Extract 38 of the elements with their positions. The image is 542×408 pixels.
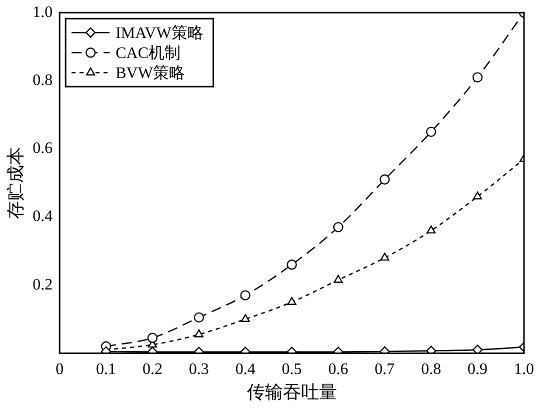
point (380, 174, 390, 185)
x-tick-label: 0 (56, 361, 64, 378)
y-tick-label: 0.4 (32, 208, 53, 226)
point (194, 312, 204, 323)
point (194, 329, 204, 338)
x-tick-label: 0.4 (235, 361, 256, 378)
x-tick-label: 0.3 (188, 361, 209, 378)
x-tick-label: 0.8 (421, 361, 442, 378)
y-tick-label: 1.0 (32, 4, 53, 21)
point (334, 274, 343, 283)
x-tick-label: 0.7 (374, 361, 395, 378)
point (472, 344, 483, 354)
legend-label: CAC机制 (116, 44, 181, 62)
x-tick-label: 1.0 (514, 361, 534, 378)
point (240, 314, 250, 322)
x-tick-label: 0.5 (282, 361, 302, 378)
x-axis-title: 传输吞吐量 (246, 382, 337, 402)
point (147, 332, 158, 343)
x-tick-label: 0.2 (142, 361, 162, 378)
point (426, 225, 436, 234)
x-tick-label: 0.1 (96, 361, 116, 378)
point (472, 72, 483, 82)
y-tick-label: 0.2 (32, 276, 53, 294)
x-tick-label: 0.9 (468, 361, 488, 378)
y-tick-label: 0.6 (32, 140, 53, 158)
point (473, 191, 482, 200)
legend-label: BVW策略 (116, 64, 185, 82)
x-tick-label: 0.6 (328, 361, 348, 378)
point (426, 346, 436, 354)
point (333, 222, 344, 232)
y-tick-label: 0.8 (32, 72, 53, 89)
point (380, 252, 390, 261)
point (287, 297, 296, 305)
point (286, 260, 297, 270)
legend-label: IMAVW策略 (116, 24, 204, 42)
point (240, 290, 250, 300)
y-axis-title: 存贮成本 (6, 146, 26, 219)
point (426, 126, 436, 137)
